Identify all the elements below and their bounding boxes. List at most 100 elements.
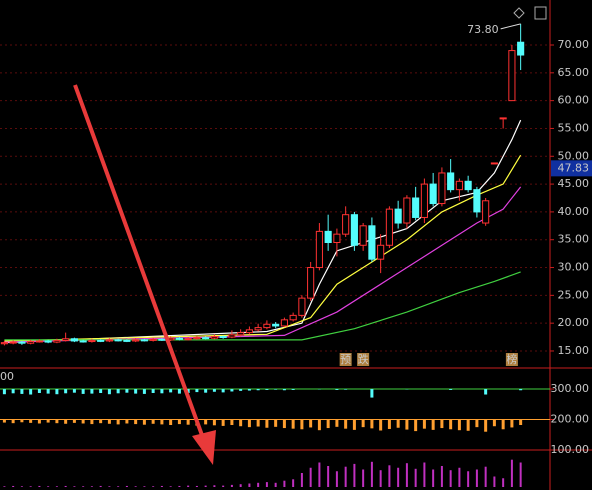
volume-bar xyxy=(502,478,505,487)
current-price-label: 47.83 xyxy=(558,161,590,174)
window-icon[interactable] xyxy=(534,6,547,20)
indicator-bar xyxy=(186,419,190,425)
volume-bar xyxy=(239,484,242,487)
indicator-bar xyxy=(335,389,339,390)
volume-bar xyxy=(230,484,233,487)
indicator-bar xyxy=(484,389,488,395)
candle-body xyxy=(490,162,498,165)
candle-body xyxy=(158,338,166,341)
volume-bar xyxy=(160,485,163,487)
indicator-bar xyxy=(344,419,348,429)
indicator-bar xyxy=(134,419,138,425)
indicator-bar xyxy=(457,419,461,431)
candle-body xyxy=(123,339,131,342)
candle-body xyxy=(193,337,201,340)
indicator-bar xyxy=(484,419,488,432)
indicator-bar xyxy=(449,419,453,430)
candle-body xyxy=(350,214,358,246)
indicator-bar xyxy=(64,419,68,424)
volume-bar xyxy=(108,486,111,487)
volume-bar xyxy=(125,485,128,487)
indicator-bar xyxy=(405,419,409,430)
marker-box xyxy=(505,353,518,366)
candle-body xyxy=(114,339,122,342)
volume-bar xyxy=(143,486,146,487)
indicator-bar xyxy=(265,389,269,390)
indicator-bar xyxy=(212,389,216,392)
candle-body xyxy=(263,323,271,329)
volume-bar xyxy=(300,473,303,487)
indicator-bar xyxy=(239,419,243,427)
indicator-bar xyxy=(414,419,418,432)
indicator-bar xyxy=(29,389,33,395)
volume-bar xyxy=(423,462,426,487)
indicator-bar xyxy=(379,419,383,431)
volume-bar xyxy=(73,486,76,487)
y-tick-label: 15.00 xyxy=(558,344,590,357)
volume-bar xyxy=(405,463,408,487)
volume-bar xyxy=(169,486,172,487)
indicator-bar xyxy=(274,389,278,390)
volume-bar xyxy=(449,470,452,487)
candle-body xyxy=(482,200,490,224)
volume-bar xyxy=(414,468,417,487)
indicator-bar xyxy=(265,419,269,428)
volume-bar xyxy=(117,486,120,487)
indicator-bar xyxy=(116,389,120,394)
indicator-bar xyxy=(20,389,24,394)
indicator-bar xyxy=(335,419,339,427)
candle-body xyxy=(149,338,157,341)
volume-bar xyxy=(3,486,6,487)
indicator-bar xyxy=(2,419,6,423)
volume-bar xyxy=(29,486,32,487)
volume-bar xyxy=(379,470,382,487)
y-tick-label: 25.00 xyxy=(558,288,590,301)
candle-body xyxy=(438,172,446,205)
indicator-bar xyxy=(99,389,103,393)
indicator-bar xyxy=(422,419,426,429)
volume-bar xyxy=(397,467,400,487)
diamond-icon[interactable] xyxy=(513,7,525,19)
candle-body xyxy=(272,323,280,327)
candle-body xyxy=(298,297,306,316)
indicator-bar xyxy=(361,419,365,428)
candle-body xyxy=(333,233,341,243)
indicator-bar xyxy=(274,419,278,427)
candle-body xyxy=(394,208,402,224)
indicator-bar xyxy=(160,419,164,425)
volume-bar xyxy=(195,485,198,487)
volume-bar xyxy=(309,467,312,487)
marker-box xyxy=(339,353,352,366)
indicator-bar xyxy=(46,389,50,394)
volume-bar xyxy=(519,462,522,487)
indicator-bar xyxy=(230,389,234,392)
indicator-bar xyxy=(64,389,68,394)
indicator-bar xyxy=(142,389,146,394)
indicator-bar xyxy=(300,419,304,430)
marker-text: 榜 xyxy=(506,352,517,366)
candle-body xyxy=(210,336,218,339)
volume-bar xyxy=(178,485,181,487)
high-leader xyxy=(500,23,521,30)
indicator-bar xyxy=(99,419,103,424)
indicator-bar xyxy=(11,389,15,394)
candle-body xyxy=(447,172,455,191)
indicator-bar xyxy=(247,419,251,428)
volume-bar xyxy=(327,466,330,487)
volume-bar xyxy=(344,466,347,487)
volume-bar xyxy=(362,469,365,487)
candle-body xyxy=(342,214,350,235)
high-label: 73.80 xyxy=(467,23,499,36)
marker-text: 预 xyxy=(340,353,351,366)
indicator-bar xyxy=(256,419,260,427)
candle-body xyxy=(254,327,262,331)
candle-body xyxy=(27,341,35,344)
candle-body xyxy=(35,340,43,343)
indicator-bar xyxy=(239,389,243,391)
candle-body xyxy=(315,230,323,269)
indicator-bar xyxy=(317,419,321,431)
candle-body xyxy=(105,339,113,342)
indicator-bar xyxy=(46,419,50,423)
y-tick-label: 200.00 xyxy=(551,413,590,426)
